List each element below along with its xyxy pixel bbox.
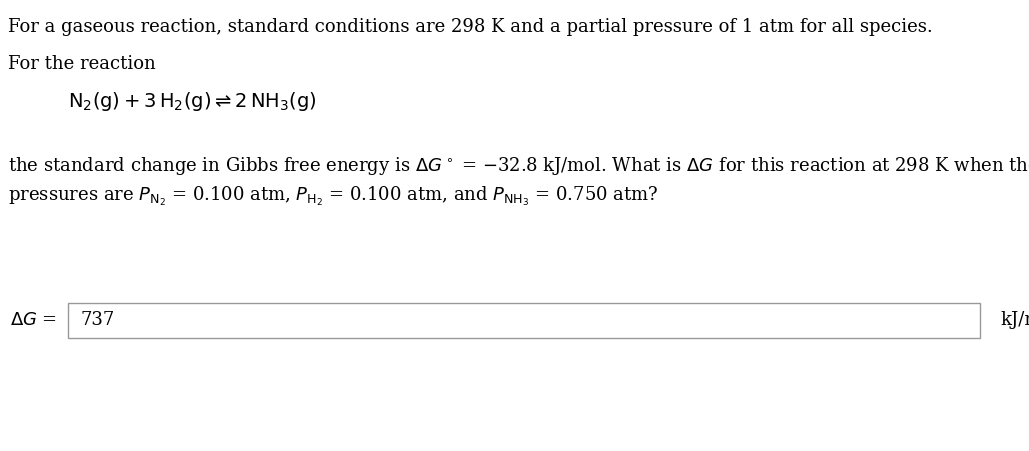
Bar: [68, 303, 980, 338]
Text: pressures are $P_{\mathrm{N_2}}$ = 0.100 atm, $P_{\mathrm{H_2}}$ = 0.100 atm, an: pressures are $P_{\mathrm{N_2}}$ = 0.100…: [8, 185, 659, 208]
Text: the standard change in Gibbs free energy is $\Delta G^\circ$ = −32.8 kJ/mol. Wha: the standard change in Gibbs free energy…: [8, 155, 1029, 177]
Text: For the reaction: For the reaction: [8, 55, 155, 73]
Text: 737: 737: [80, 311, 114, 329]
Text: For a gaseous reaction, standard conditions are 298 K and a partial pressure of : For a gaseous reaction, standard conditi…: [8, 18, 932, 36]
Text: kJ/mol: kJ/mol: [1000, 311, 1029, 329]
Text: $\mathrm{N_2(g) + 3\,H_2(g) \rightleftharpoons 2\,NH_3(g)}$: $\mathrm{N_2(g) + 3\,H_2(g) \rightleftha…: [68, 90, 317, 113]
Text: $\Delta G$ =: $\Delta G$ =: [10, 311, 57, 329]
